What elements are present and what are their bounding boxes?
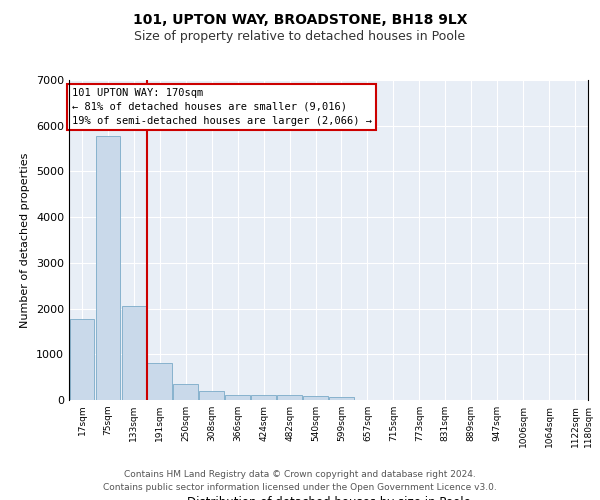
X-axis label: Distribution of detached houses by size in Poole: Distribution of detached houses by size … [187, 496, 470, 500]
Bar [303, 396, 328, 400]
Bar [148, 362, 172, 400]
Bar [173, 384, 198, 400]
Bar [226, 394, 250, 400]
Text: Contains HM Land Registry data © Crown copyright and database right 2024.: Contains HM Land Registry data © Crown c… [124, 470, 476, 479]
Bar [251, 395, 276, 400]
Text: 101 UPTON WAY: 170sqm
← 81% of detached houses are smaller (9,016)
19% of semi-d: 101 UPTON WAY: 170sqm ← 81% of detached … [71, 88, 371, 126]
Bar [122, 306, 146, 400]
Text: 101, UPTON WAY, BROADSTONE, BH18 9LX: 101, UPTON WAY, BROADSTONE, BH18 9LX [133, 12, 467, 26]
Bar [95, 136, 120, 400]
Bar [329, 398, 354, 400]
Bar [199, 391, 224, 400]
Bar [70, 318, 94, 400]
Bar [277, 396, 302, 400]
Text: Size of property relative to detached houses in Poole: Size of property relative to detached ho… [134, 30, 466, 43]
Y-axis label: Number of detached properties: Number of detached properties [20, 152, 31, 328]
Text: Contains public sector information licensed under the Open Government Licence v3: Contains public sector information licen… [103, 482, 497, 492]
